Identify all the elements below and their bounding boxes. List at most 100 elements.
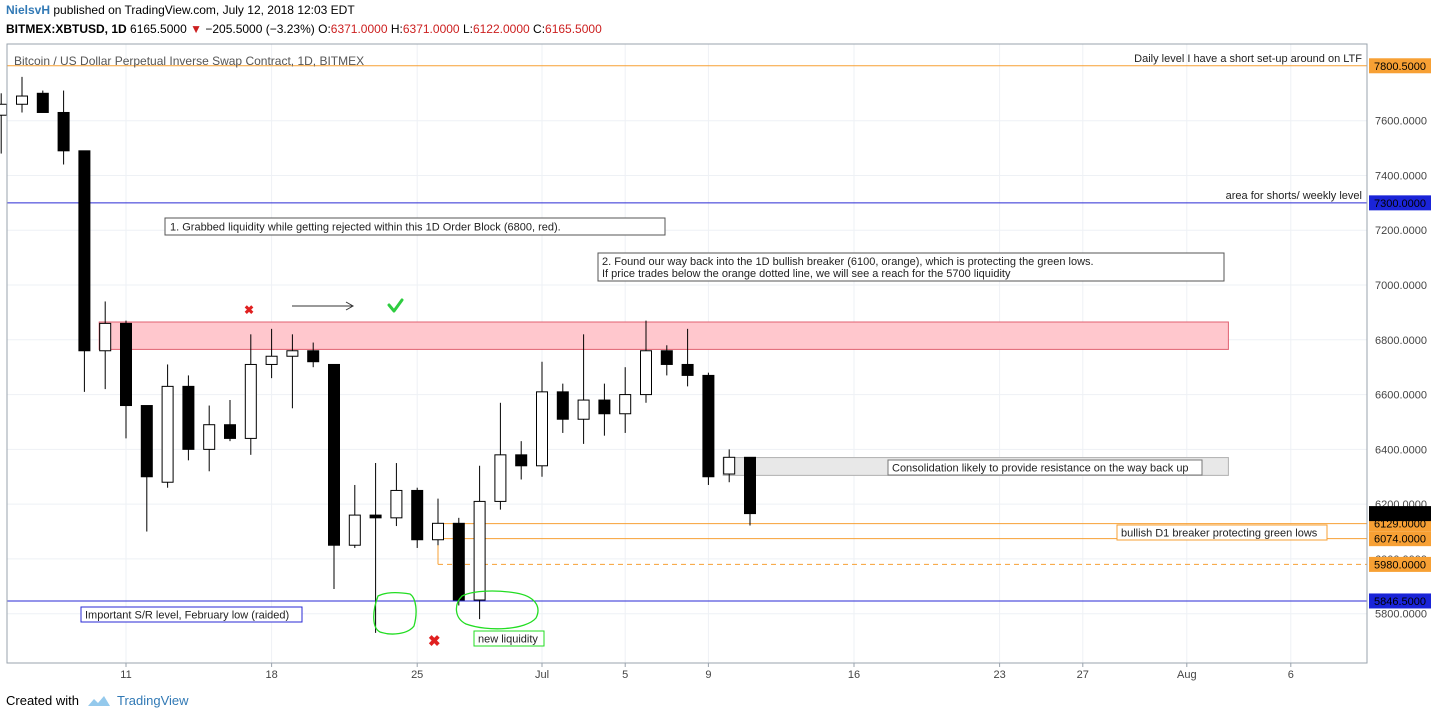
- candle-body-up: [16, 95, 28, 105]
- candle-13[interactable]: [161, 364, 174, 488]
- candle-body-up: [494, 454, 507, 502]
- high-label: H:: [390, 22, 403, 36]
- candle-41[interactable]: [744, 456, 756, 526]
- candle-body-down: [140, 405, 153, 478]
- candle-16[interactable]: [224, 400, 236, 442]
- plot-frame: [6, 43, 1368, 664]
- candle-40[interactable]: [723, 449, 736, 483]
- open-value: 6371.0000: [330, 22, 388, 36]
- candle-body-down: [598, 399, 611, 415]
- chart-grid: [7, 44, 1367, 663]
- y-tick-label: 6600.0000: [1375, 390, 1427, 402]
- candle-7[interactable]: [36, 90, 49, 113]
- candle-8[interactable]: [57, 90, 70, 165]
- candle-9[interactable]: [78, 150, 91, 392]
- x-tick-label: 18: [265, 669, 277, 681]
- candle-14[interactable]: [182, 375, 195, 461]
- candle-body-down: [744, 456, 756, 515]
- new-liquidity-box[interactable]: new liquidity: [473, 630, 545, 647]
- candle-35[interactable]: [619, 367, 632, 433]
- x-tick-label: Jul: [535, 669, 549, 681]
- level-5980-tag-text: 5980.0000: [1374, 559, 1426, 571]
- candle-24[interactable]: [390, 463, 403, 527]
- candle-38[interactable]: [681, 328, 694, 387]
- candle-12[interactable]: [140, 405, 153, 532]
- level-7800-tag-text: 7800.5000: [1374, 61, 1426, 73]
- order-block-zone[interactable]: [98, 321, 1229, 350]
- tradingview-link[interactable]: TradingView: [116, 693, 189, 708]
- note-2-line-2: If price trades below the orange dotted …: [602, 268, 1011, 280]
- candle-20[interactable]: [307, 342, 320, 368]
- time-axis[interactable]: 11 18 25 Jul 5 9 16 23 27 Aug 6: [120, 663, 1294, 681]
- candle-32[interactable]: [556, 383, 569, 433]
- candle-36[interactable]: [640, 320, 652, 403]
- low-label: L:: [462, 22, 473, 36]
- candle-25[interactable]: [411, 487, 424, 548]
- candle-26[interactable]: [432, 498, 444, 546]
- candle-17[interactable]: [244, 334, 257, 455]
- close-label: C:: [533, 22, 546, 36]
- candle-29[interactable]: [494, 402, 507, 510]
- candle-37[interactable]: [660, 345, 673, 376]
- candle-body-down: [78, 150, 91, 352]
- candle-body-up: [99, 322, 112, 352]
- candle-body-up: [0, 103, 8, 116]
- candle-body-down: [681, 363, 694, 376]
- note-2-box[interactable]: 2. Found our way back into the 1D bullis…: [597, 252, 1225, 282]
- consolidation-text: Consolidation likely to provide resistan…: [892, 463, 1189, 475]
- candle-body-down: [182, 385, 195, 450]
- candle-30[interactable]: [515, 441, 528, 480]
- candle-body-up: [640, 350, 652, 396]
- candle-34[interactable]: [598, 383, 611, 436]
- level-6074-tag: 6074.0000: [1369, 531, 1431, 547]
- candle-28[interactable]: [473, 465, 486, 620]
- x-tick-label: 27: [1077, 669, 1089, 681]
- candle-18[interactable]: [265, 328, 278, 379]
- candle-body-down: [120, 322, 132, 407]
- y-tick-label: 5800.0000: [1375, 609, 1427, 621]
- candle-39[interactable]: [702, 372, 715, 485]
- red-cross-small-icon: ✖: [244, 303, 254, 317]
- consolidation-box[interactable]: Consolidation likely to provide resistan…: [887, 459, 1203, 476]
- y-tick-label: 7200.0000: [1375, 225, 1427, 237]
- last-price-tag: 6165.5000: [1369, 506, 1431, 522]
- open-label: O:: [318, 22, 331, 36]
- note-1-box[interactable]: 1. Grabbed liquidity while getting rejec…: [164, 217, 666, 236]
- candle-11[interactable]: [120, 320, 132, 439]
- candle-body-up: [244, 363, 257, 439]
- candle-15[interactable]: [203, 405, 216, 472]
- candle-10[interactable]: [99, 301, 112, 390]
- author-link[interactable]: NielsvH: [6, 3, 51, 17]
- last-price-tag-text: 6165.5000: [1374, 509, 1426, 521]
- candle-23[interactable]: [369, 463, 382, 633]
- low-value: 6122.0000: [472, 22, 530, 36]
- price-chart[interactable]: ✖ ✖ 1. Grabbed liquidity while getting r…: [0, 0, 1444, 690]
- publish-line: NielsvH published on TradingView.com, Ju…: [6, 3, 355, 17]
- x-tick-label: Aug: [1177, 669, 1197, 681]
- candle-31[interactable]: [536, 361, 548, 477]
- breaker-box[interactable]: bullish D1 breaker protecting green lows: [1116, 524, 1328, 541]
- level-notes: Daily level I have a short set-up around…: [1134, 53, 1362, 202]
- sr-level-box[interactable]: Important S/R level, February low (raide…: [80, 606, 303, 623]
- y-tick-label: 7400.0000: [1375, 170, 1427, 182]
- candle-body-down: [452, 522, 465, 601]
- ohlc-line: BITMEX:XBTUSD, 1D 6165.5000 ▼ −205.5000 …: [6, 22, 602, 36]
- candle-body-up: [723, 456, 736, 475]
- level-7800-tag: 7800.5000: [1369, 58, 1431, 74]
- candle-body-down: [515, 454, 528, 467]
- chart-title: Bitcoin / US Dollar Perpetual Inverse Sw…: [14, 54, 364, 68]
- chart-candles[interactable]: [0, 76, 756, 633]
- candle-6[interactable]: [16, 76, 28, 113]
- candle-33[interactable]: [577, 334, 590, 444]
- candle-body-up: [203, 424, 216, 450]
- candle-body-down: [307, 350, 320, 363]
- x-tick-label: 6: [1288, 669, 1294, 681]
- candle-19[interactable]: [286, 334, 299, 409]
- candle-22[interactable]: [348, 484, 361, 548]
- candle-body-down: [224, 424, 236, 439]
- candle-21[interactable]: [328, 363, 340, 590]
- candle-27[interactable]: [452, 517, 465, 606]
- candle-5[interactable]: [0, 93, 8, 154]
- symbol-label: BITMEX:XBTUSD, 1D: [6, 22, 127, 36]
- close-value: 6165.5000: [545, 22, 602, 36]
